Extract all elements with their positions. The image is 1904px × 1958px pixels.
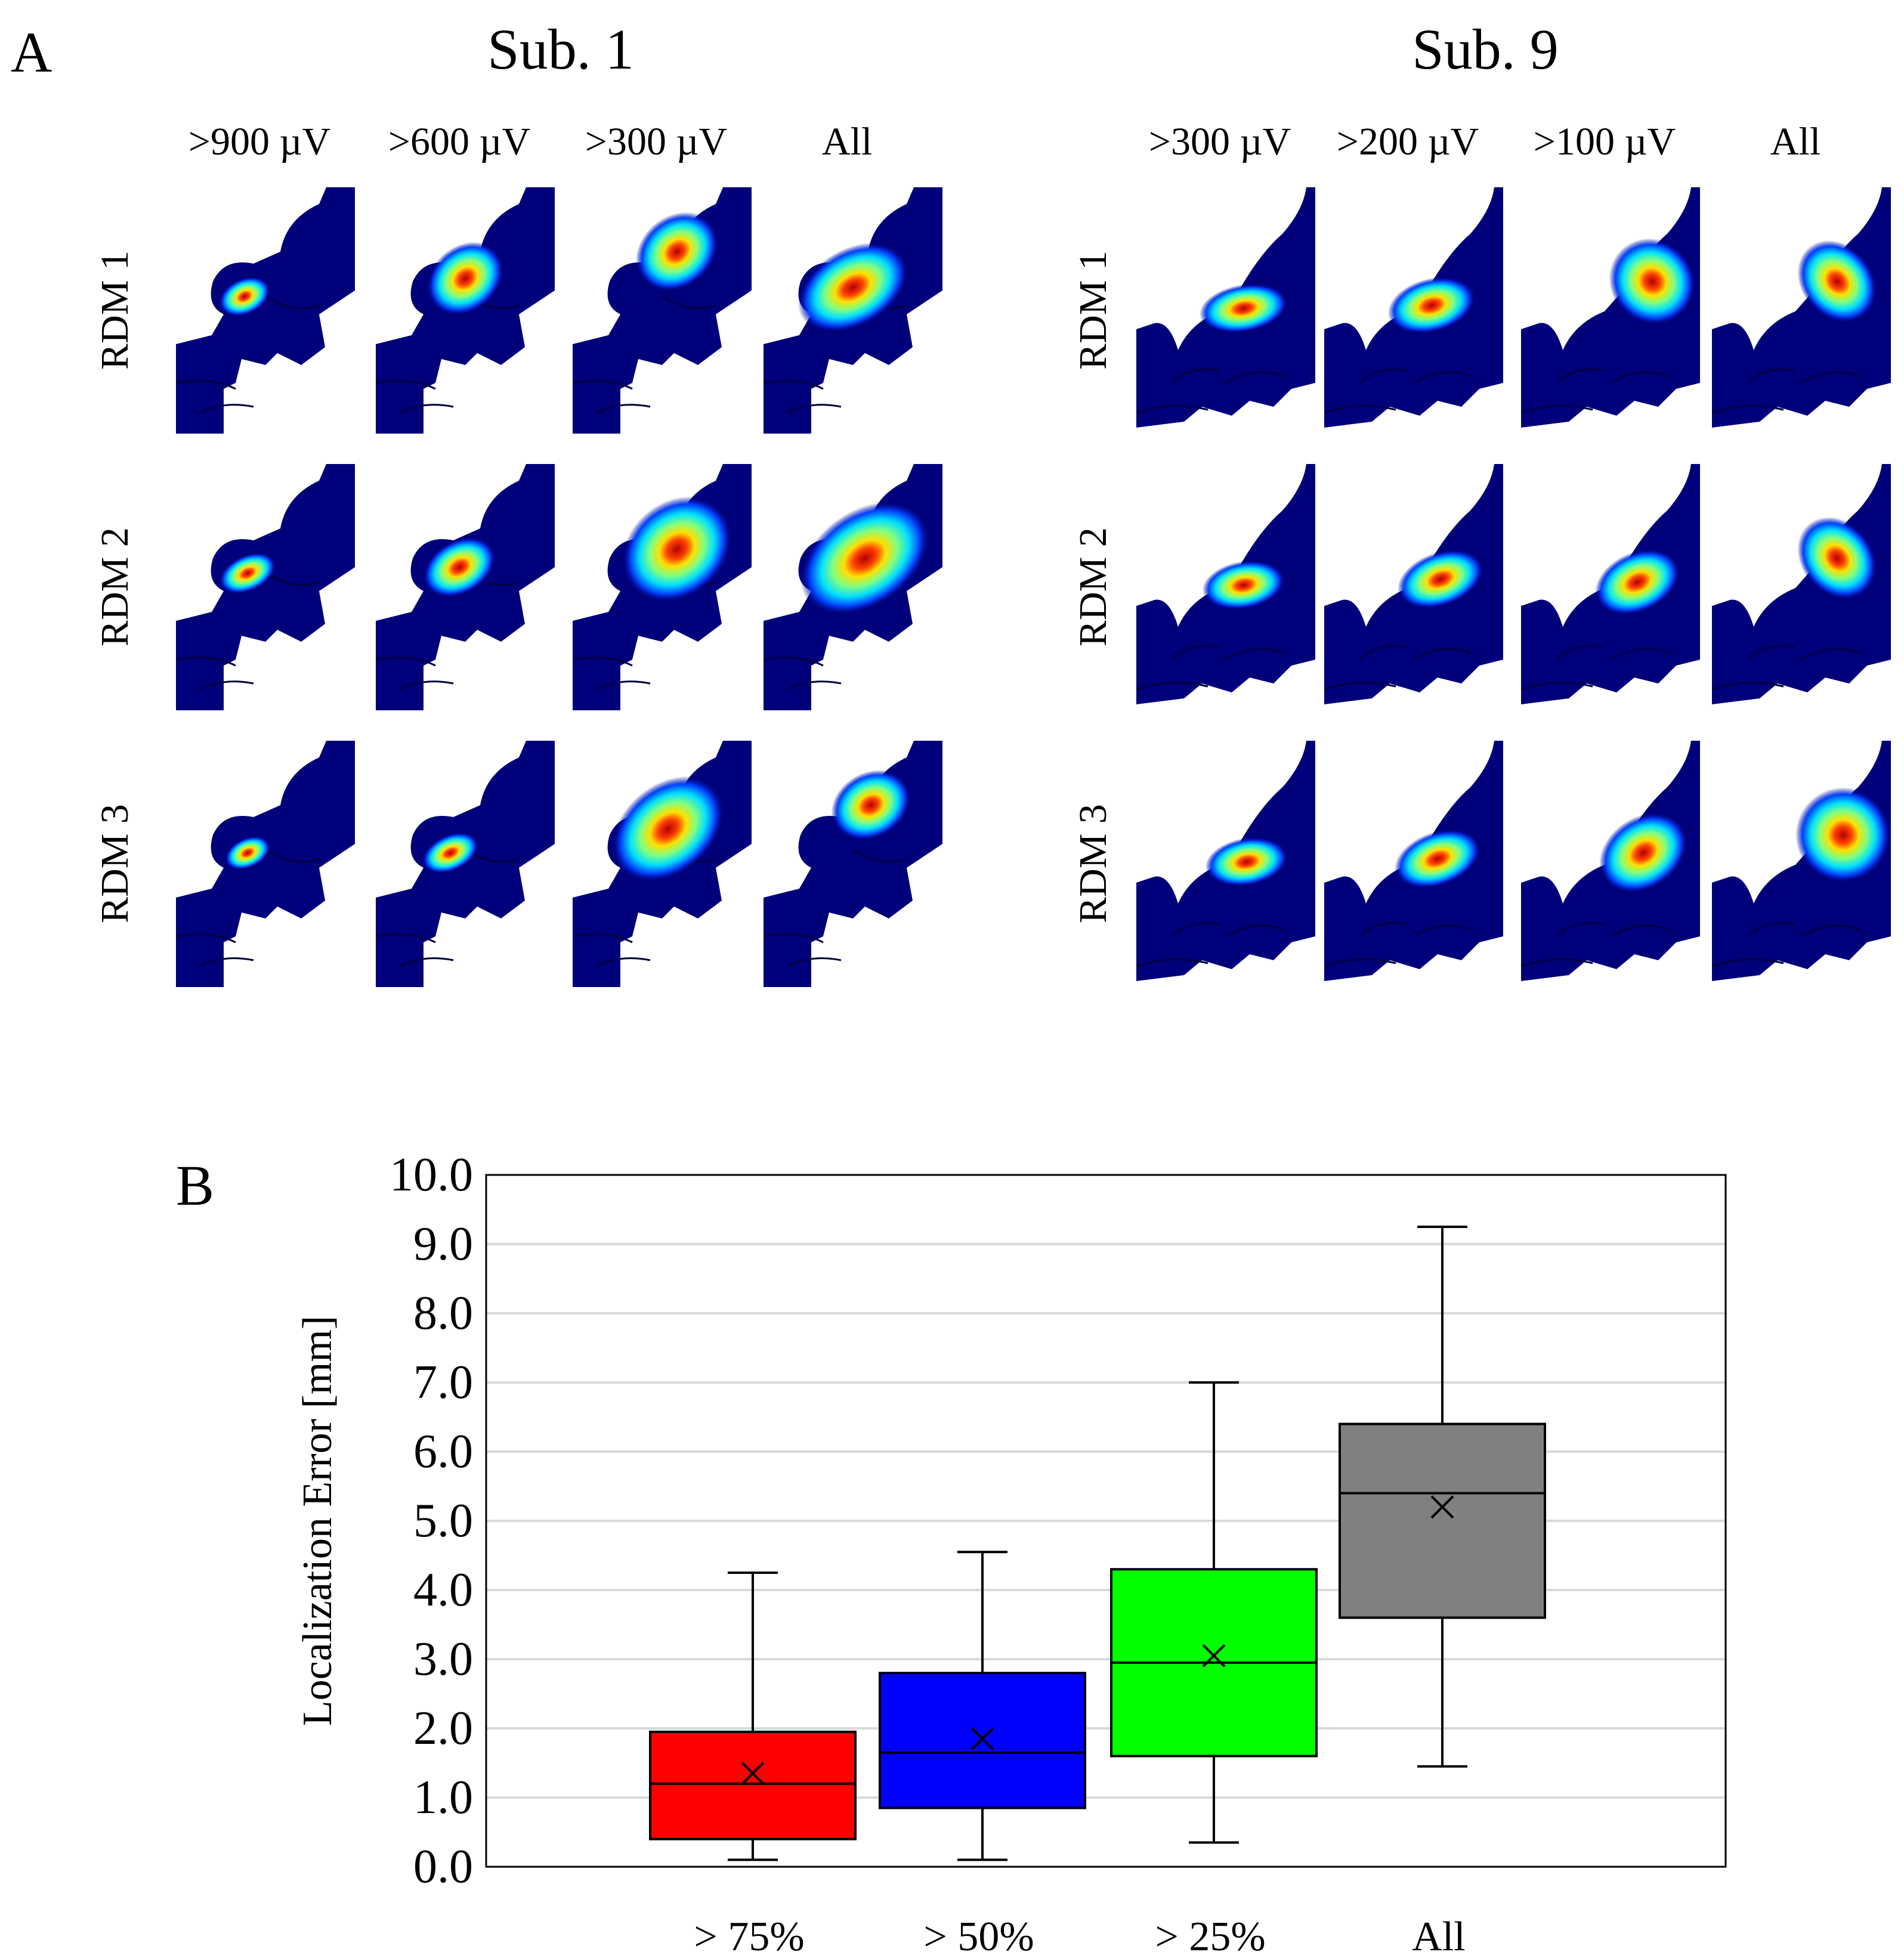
y-tick-label: 6.0 (413, 1425, 473, 1478)
source-map-thumbnail (1521, 463, 1700, 710)
box-iqr (879, 1672, 1086, 1809)
subject-title: Sub. 1 (487, 17, 634, 81)
x-category-label: > 25% (1155, 1914, 1265, 1958)
source-map-thumbnail (176, 740, 355, 987)
source-map-thumbnail (1324, 186, 1503, 434)
source-map-thumbnail (764, 186, 942, 434)
source-map-thumbnail (573, 740, 752, 987)
source-map-thumbnail (176, 463, 355, 710)
source-map-thumbnail (376, 740, 555, 987)
y-tick-label: 4.0 (413, 1564, 473, 1616)
y-tick-label: 8.0 (413, 1287, 473, 1340)
x-category-label: > 50% (923, 1914, 1034, 1958)
source-map-thumbnail (1712, 463, 1891, 710)
box-iqr (1339, 1422, 1546, 1619)
source-map-thumbnail (1324, 463, 1503, 710)
source-map-thumbnail (1324, 740, 1503, 987)
threshold-column-label: >300 µV (585, 120, 728, 163)
threshold-column-label: >900 µV (188, 120, 331, 163)
mean-marker (970, 1727, 994, 1750)
source-map-thumbnail (1136, 740, 1315, 987)
rdm-row-label: RDM 2 (1071, 527, 1115, 647)
y-tick-label: 0.0 (413, 1841, 473, 1893)
y-tick-label: 5.0 (413, 1495, 473, 1547)
source-map-thumbnail (376, 186, 555, 434)
source-map-thumbnail (1712, 740, 1891, 987)
y-tick-label: 1.0 (413, 1771, 473, 1824)
subject-title: Sub. 9 (1412, 17, 1559, 81)
source-map-thumbnail (764, 463, 942, 710)
source-map-thumbnail (1521, 740, 1700, 987)
threshold-column-label: >300 µV (1148, 120, 1291, 163)
y-tick-label: 9.0 (413, 1218, 473, 1270)
source-map-thumbnail (573, 463, 752, 710)
y-tick-label: 7.0 (413, 1356, 473, 1409)
rdm-row-label: RDM 2 (93, 527, 137, 647)
source-map-thumbnail (176, 186, 355, 434)
mean-marker (1430, 1495, 1454, 1519)
rdm-row-label: RDM 3 (1071, 803, 1115, 923)
threshold-column-label: All (1770, 120, 1821, 163)
threshold-column-label: >600 µV (388, 120, 531, 163)
panel-b-letter: B (176, 1153, 215, 1217)
source-map-thumbnail (764, 740, 942, 987)
box-iqr (649, 1730, 857, 1841)
mean-marker (1202, 1644, 1226, 1668)
threshold-column-label: >200 µV (1336, 120, 1479, 163)
mean-marker (741, 1761, 765, 1785)
y-axis-label: Localization Error [mm] (295, 1316, 341, 1726)
rdm-row-label: RDM 3 (93, 803, 137, 923)
x-category-label: All (1412, 1914, 1465, 1958)
y-tick-label: 2.0 (413, 1702, 473, 1755)
box-plot: 0.0 1.0 2.0 3.0 4.0 5.0 6.0 7.0 8.0 9.0 10.0 Locali… (295, 1149, 1727, 1958)
threshold-column-label: All (821, 120, 873, 163)
rdm-row-label: RDM 1 (1071, 250, 1115, 370)
y-tick-label: 3.0 (413, 1633, 473, 1685)
source-map-thumbnail (1712, 186, 1891, 434)
plot-frame (485, 1174, 1727, 1868)
source-map-thumbnail (376, 463, 555, 710)
source-map-thumbnail (1136, 186, 1315, 434)
source-map-thumbnail (1136, 463, 1315, 710)
y-tick-label: 10.0 (390, 1149, 473, 1201)
source-map-thumbnail (1521, 186, 1700, 434)
x-category-label: > 75% (694, 1914, 804, 1958)
source-map-thumbnail (573, 186, 752, 434)
panel-a-letter: A (11, 20, 52, 84)
rdm-row-label: RDM 1 (93, 250, 137, 370)
threshold-column-label: >100 µV (1533, 120, 1676, 163)
